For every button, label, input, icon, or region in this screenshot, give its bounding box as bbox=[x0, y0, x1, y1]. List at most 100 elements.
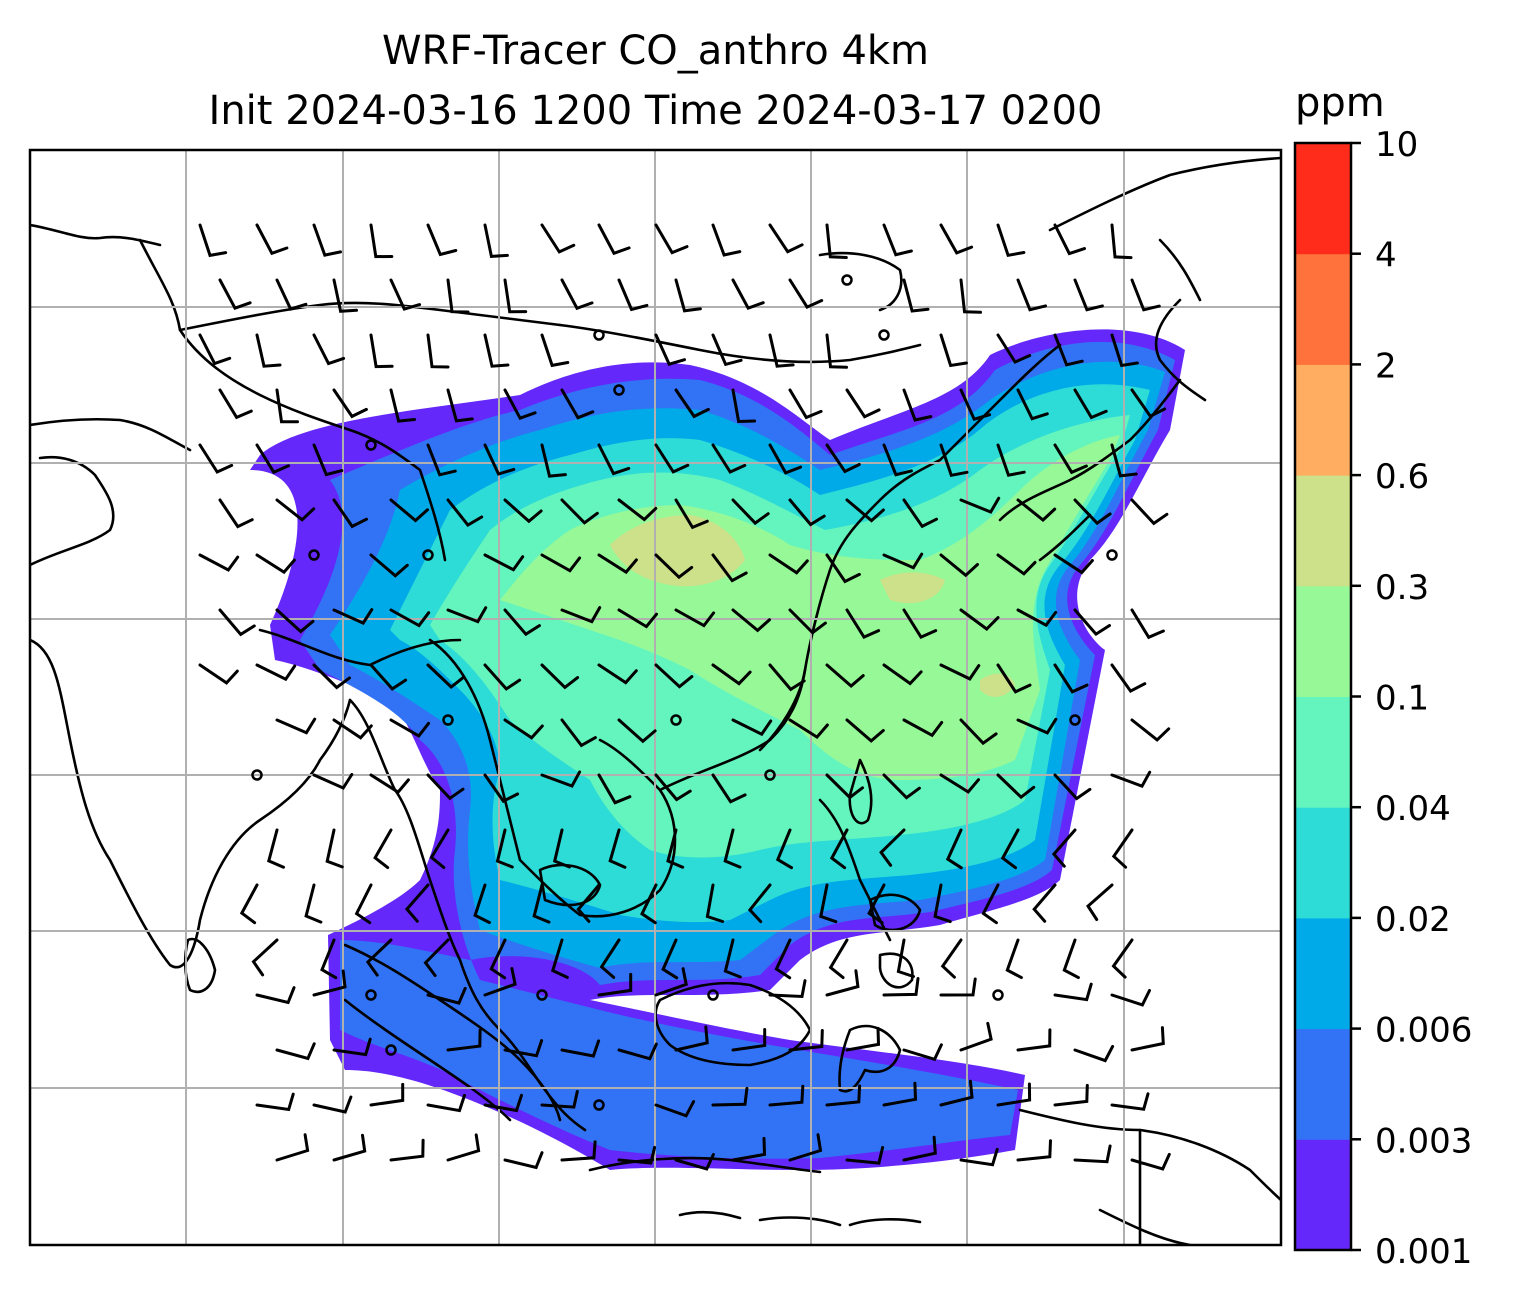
wind-barb bbox=[446, 278, 470, 314]
wind-barb bbox=[1053, 982, 1093, 1002]
calm-wind-marker bbox=[385, 1044, 397, 1056]
calm-wind-marker bbox=[764, 769, 776, 781]
wind-barb bbox=[560, 498, 599, 525]
wind-barb bbox=[617, 278, 649, 312]
wind-barb bbox=[845, 718, 885, 743]
wind-barb bbox=[426, 443, 457, 477]
wind-barb bbox=[426, 663, 466, 689]
calm-wind-marker bbox=[251, 769, 263, 781]
wind-barb bbox=[674, 388, 710, 419]
wind-barb bbox=[1130, 1026, 1165, 1052]
calm-wind-marker bbox=[670, 714, 682, 726]
colorbar-tick-label: 0.006 bbox=[1375, 1011, 1472, 1051]
wind-barb bbox=[902, 608, 938, 639]
wind-barb bbox=[560, 1140, 597, 1162]
wind-barb bbox=[654, 663, 694, 689]
wind-barb bbox=[332, 498, 368, 529]
wind-barb bbox=[1110, 989, 1151, 1007]
wind-barb bbox=[845, 608, 881, 639]
wind-barb bbox=[1016, 278, 1047, 312]
wind-barb bbox=[882, 552, 924, 570]
wind-barb bbox=[446, 388, 474, 423]
wind-barb bbox=[825, 443, 861, 474]
wind-barb bbox=[267, 828, 285, 869]
calm-wind-marker bbox=[422, 549, 434, 561]
wind-barb bbox=[747, 883, 772, 924]
wind-barb bbox=[332, 608, 374, 625]
wind-barb bbox=[959, 1021, 993, 1052]
wind-barb bbox=[959, 388, 992, 422]
colorbar-swatch bbox=[1295, 696, 1351, 808]
wind-barb bbox=[423, 938, 450, 977]
wind-barb bbox=[845, 498, 885, 523]
wind-barb bbox=[768, 979, 807, 999]
wind-barb bbox=[939, 443, 969, 478]
calm-wind-marker bbox=[878, 329, 890, 341]
wind-barb bbox=[829, 828, 849, 870]
wind-barb bbox=[369, 773, 410, 795]
wind-barb bbox=[788, 1133, 823, 1162]
wind-barb bbox=[1053, 553, 1094, 575]
calm-wind-marker bbox=[1069, 714, 1081, 726]
wind-barb bbox=[597, 443, 631, 476]
wind-barb bbox=[255, 986, 296, 1005]
calm-wind-marker bbox=[707, 989, 719, 1001]
wind-barb bbox=[503, 1039, 544, 1058]
wind-barb bbox=[597, 663, 638, 685]
wind-barb bbox=[1016, 1139, 1052, 1162]
wind-barb bbox=[882, 663, 923, 686]
wind-barb bbox=[489, 938, 507, 980]
wind-barb bbox=[1110, 770, 1152, 789]
wind-barb bbox=[255, 663, 297, 682]
wind-barb bbox=[1016, 608, 1058, 628]
wind-barb bbox=[711, 443, 747, 474]
wind-barb bbox=[939, 773, 980, 794]
wind-barb bbox=[825, 773, 864, 800]
wind-barb bbox=[312, 773, 354, 790]
wind-barb bbox=[1062, 938, 1080, 980]
co-concentration-field bbox=[250, 329, 1185, 1170]
wind-barb bbox=[825, 553, 861, 584]
wind-barb bbox=[867, 883, 886, 925]
colorbar-tick-label: 0.003 bbox=[1375, 1121, 1472, 1161]
colorbar-swatch bbox=[1295, 1139, 1351, 1251]
wind-barb bbox=[560, 606, 602, 624]
wind-barb bbox=[788, 1029, 824, 1052]
wind-barb bbox=[503, 1151, 544, 1170]
wind-barb bbox=[503, 278, 528, 314]
wind-barb bbox=[255, 553, 296, 575]
wind-barb bbox=[1016, 717, 1058, 735]
wind-barb bbox=[218, 388, 253, 420]
wind-barb bbox=[723, 828, 742, 869]
wind-barb bbox=[654, 333, 686, 367]
wind-barb bbox=[198, 663, 239, 685]
wind-barb bbox=[251, 938, 279, 977]
wind-barb bbox=[723, 938, 742, 979]
wind-barb bbox=[597, 972, 633, 997]
calm-wind-marker bbox=[365, 989, 377, 1001]
colorbar-tick-label: 0.3 bbox=[1375, 568, 1429, 608]
wind-barb bbox=[731, 718, 773, 737]
wind-barb bbox=[483, 223, 509, 258]
wind-barb bbox=[731, 278, 765, 311]
wind-barb bbox=[369, 553, 409, 578]
wind-barb bbox=[255, 1092, 295, 1112]
calm-wind-marker bbox=[593, 1099, 605, 1111]
wind-barb bbox=[1051, 828, 1077, 868]
wind-barb bbox=[312, 1095, 353, 1114]
wind-barb bbox=[446, 1133, 481, 1162]
wind-barb bbox=[255, 333, 282, 368]
wind-barb bbox=[483, 773, 520, 804]
wind-barb bbox=[617, 1042, 658, 1061]
wind-barb bbox=[304, 883, 323, 924]
wind-barb bbox=[1000, 828, 1020, 870]
wind-barb bbox=[473, 883, 491, 924]
colorbar-tick-label: 0.1 bbox=[1375, 679, 1429, 719]
wind-barb bbox=[483, 663, 522, 691]
wind-barb bbox=[552, 828, 571, 869]
calm-wind-marker bbox=[365, 439, 377, 451]
wind-barb bbox=[654, 1100, 696, 1118]
wind-barb bbox=[198, 333, 232, 366]
wind-barb bbox=[674, 1025, 709, 1052]
colorbar-swatch bbox=[1295, 585, 1351, 697]
